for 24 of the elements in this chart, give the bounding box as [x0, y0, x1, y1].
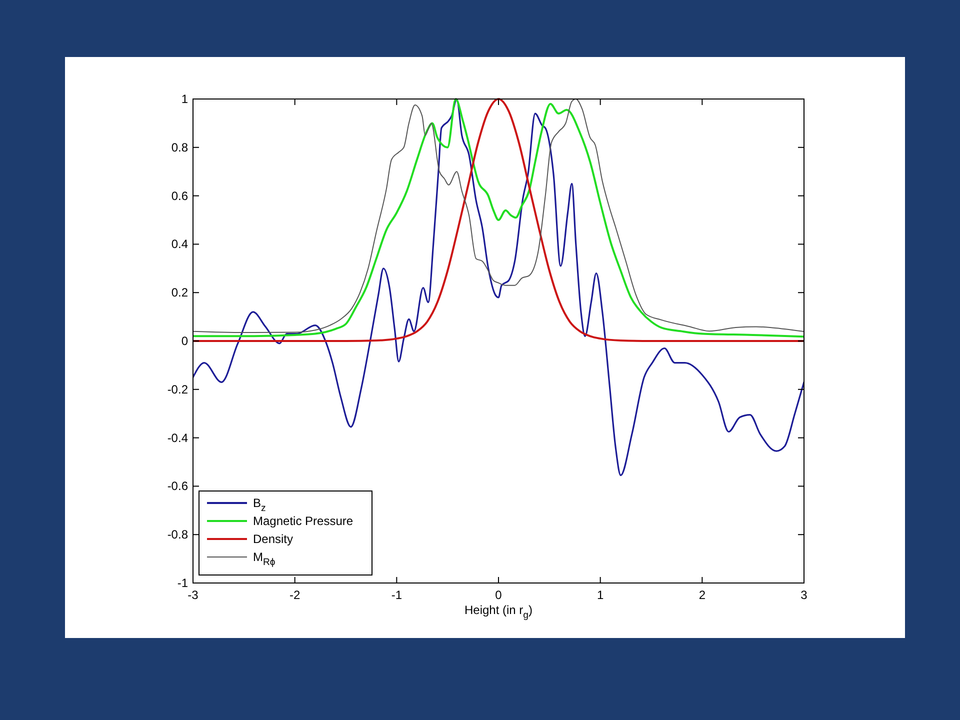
legend-label: M$_{Rϕ}$	[253, 550, 276, 568]
y-tick-label: 0.2	[171, 286, 188, 300]
y-tick-label: -0.2	[167, 382, 188, 396]
y-tick-label: -0.6	[167, 479, 188, 494]
y-tick-label: 0.8	[171, 140, 188, 154]
y-tick-label: -1	[177, 576, 188, 590]
legend-label: Density	[253, 532, 294, 546]
x-tick-label: -1	[391, 588, 402, 602]
x-axis-title: Height (in r$_{g}$)	[464, 603, 533, 620]
y-tick-label: 0	[181, 334, 188, 348]
y-tick-label: -0.4	[167, 430, 188, 445]
x-tick-label: 3	[800, 588, 808, 602]
y-tick-label: 0.6	[171, 188, 188, 203]
x-tick-label: -3	[188, 588, 199, 602]
line-series	[193, 98, 804, 476]
x-tick-label: -2	[289, 588, 300, 602]
legend-label: Magnetic Pressure	[253, 514, 354, 528]
y-tick-label: -0.8	[167, 528, 188, 542]
x-tick-label: 2	[698, 588, 706, 602]
x-tick-label: 0	[495, 588, 502, 602]
y-tick-label: 0.4	[171, 237, 188, 252]
y-tick-label: 1	[181, 92, 188, 106]
legend-label: B$_{z}$	[253, 496, 266, 514]
x-tick-label: 1	[596, 588, 604, 602]
